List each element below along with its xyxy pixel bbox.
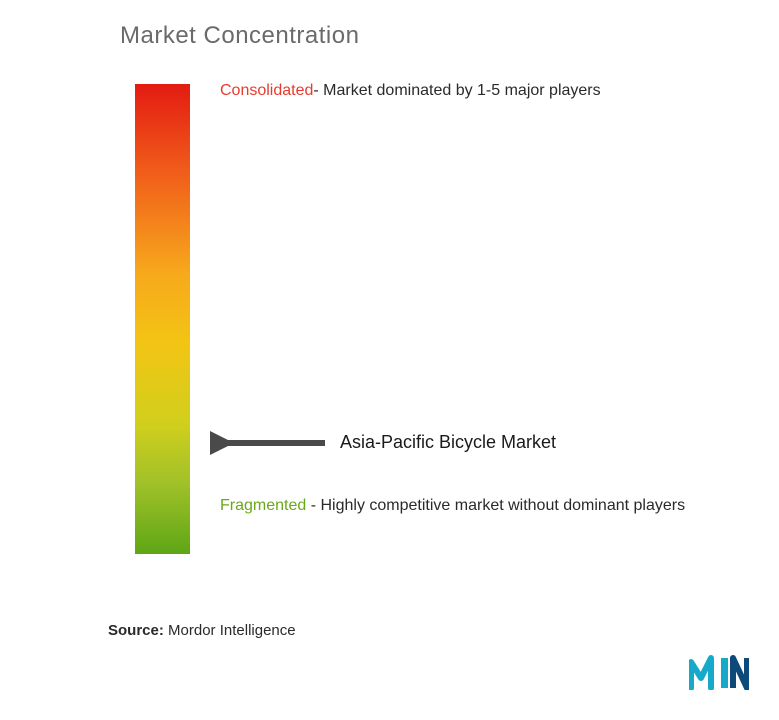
- fragmented-description: - Highly competitive market without domi…: [306, 497, 685, 514]
- source-line: Source: Mordor Intelligence: [108, 622, 296, 639]
- fragmented-annotation: Fragmented - Highly competitive market w…: [220, 492, 685, 521]
- chart-container: Market Concentration Consolidated- Marke…: [0, 0, 779, 720]
- market-marker-label: Asia-Pacific Bicycle Market: [340, 432, 556, 453]
- source-label: Source:: [108, 622, 164, 639]
- source-value: Mordor Intelligence: [168, 622, 296, 639]
- marker-arrow-icon: [210, 428, 330, 458]
- consolidated-annotation: Consolidated- Market dominated by 1-5 ma…: [220, 82, 601, 100]
- consolidated-description: - Market dominated by 1-5 major players: [313, 82, 600, 99]
- chart-title: Market Concentration: [120, 22, 359, 50]
- consolidated-label: Consolidated: [220, 82, 313, 99]
- concentration-gradient-bar: [135, 84, 190, 554]
- mi-logo-icon: [689, 650, 749, 690]
- fragmented-label: Fragmented: [220, 497, 306, 514]
